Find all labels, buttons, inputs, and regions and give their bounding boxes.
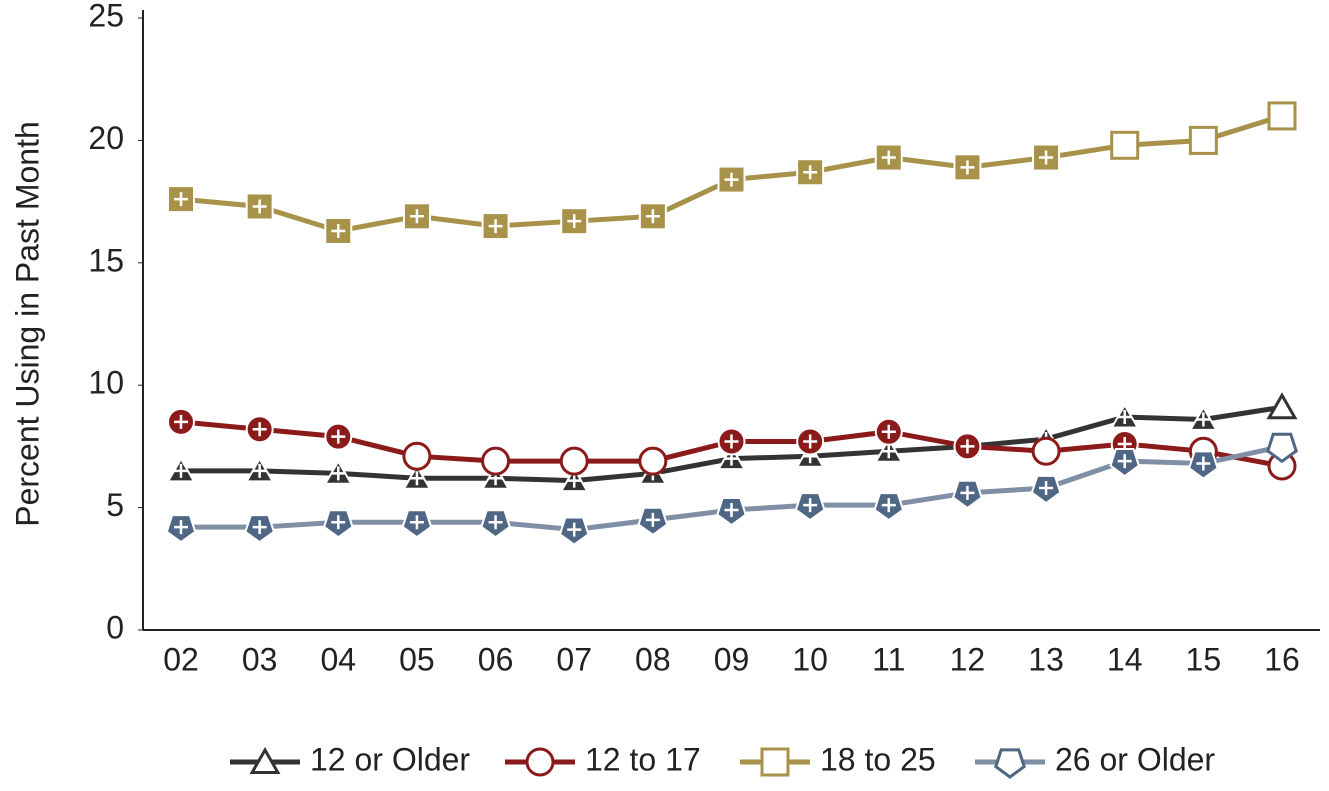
marker-plus [567, 214, 582, 229]
x-tick-label: 05 [399, 641, 435, 677]
marker-plus [488, 219, 503, 234]
marker-plus [409, 471, 424, 486]
x-tick-label: 16 [1264, 641, 1300, 677]
marker-plus [724, 172, 739, 187]
data-point [1032, 143, 1061, 172]
marker-plus [960, 439, 975, 454]
data-point [481, 212, 510, 241]
marker-plus [1117, 410, 1132, 425]
marker-plus [1039, 150, 1054, 165]
marker-plus [331, 429, 346, 444]
legend-label: 18 to 25 [820, 741, 936, 777]
marker-plus [567, 473, 582, 488]
y-axis-label: Percent Using in Past Month [9, 121, 45, 527]
marker-plus [645, 512, 660, 527]
data-point [1266, 432, 1298, 464]
marker-plus [567, 522, 582, 537]
marker-plus [174, 520, 188, 535]
legend-marker [249, 746, 281, 774]
marker-plus [803, 498, 818, 513]
x-tick-label: 13 [1028, 641, 1064, 677]
legend-marker [760, 747, 790, 777]
marker-plus [724, 503, 739, 518]
y-tick-label: 5 [106, 487, 124, 523]
y-tick-label: 15 [88, 242, 124, 278]
data-point [481, 446, 511, 476]
marker-plus [881, 498, 896, 513]
marker-plus [488, 515, 503, 530]
marker-plus [645, 209, 660, 224]
marker-plus [881, 444, 896, 459]
marker-plus [1196, 412, 1211, 427]
marker-plus [803, 434, 818, 449]
data-point [1188, 125, 1218, 155]
x-tick-label: 15 [1186, 641, 1222, 677]
marker-plus [331, 466, 346, 481]
x-tick-label: 06 [478, 641, 514, 677]
marker-plus [252, 463, 267, 478]
legend-marker [525, 747, 555, 777]
x-tick-label: 09 [714, 641, 750, 677]
marker-plus [960, 485, 975, 500]
legend-label: 12 to 17 [585, 741, 701, 777]
y-tick-label: 20 [88, 120, 124, 156]
x-tick-label: 03 [242, 641, 278, 677]
legend-label: 26 or Older [1055, 741, 1215, 777]
marker-plus [960, 160, 975, 175]
data-point [402, 441, 432, 471]
marker-plus [331, 515, 346, 530]
marker-plus [1039, 481, 1054, 496]
x-tick-label: 08 [635, 641, 671, 677]
marker-plus [174, 463, 188, 478]
x-tick-label: 14 [1107, 641, 1143, 677]
y-tick-label: 0 [106, 609, 124, 645]
data-point [1031, 436, 1061, 466]
data-point [1110, 130, 1140, 160]
x-tick-label: 07 [556, 641, 592, 677]
x-tick-label: 04 [320, 641, 356, 677]
marker-plus [409, 209, 424, 224]
marker-plus [252, 422, 267, 437]
marker-plus [1196, 456, 1211, 471]
y-tick-label: 25 [88, 0, 124, 33]
y-tick-label: 10 [88, 365, 124, 401]
data-point [1267, 101, 1297, 131]
marker-plus [174, 414, 188, 429]
x-tick-label: 02 [163, 641, 199, 677]
marker-plus [1117, 454, 1132, 469]
marker-plus [174, 192, 188, 207]
data-point [638, 202, 667, 231]
data-point [559, 446, 589, 476]
x-tick-label: 10 [792, 641, 828, 677]
marker-plus [331, 223, 346, 238]
legend-label: 12 or Older [310, 741, 470, 777]
marker-plus [252, 199, 267, 214]
x-tick-label: 12 [950, 641, 986, 677]
data-point [1266, 392, 1298, 420]
marker-plus [724, 434, 739, 449]
marker-plus [881, 150, 896, 165]
marker-plus [803, 165, 818, 180]
marker-plus [881, 424, 896, 439]
data-point [638, 446, 668, 476]
legend-marker [994, 748, 1026, 779]
marker-plus [252, 520, 267, 535]
x-tick-label: 11 [872, 641, 905, 677]
marker-plus [409, 515, 424, 530]
